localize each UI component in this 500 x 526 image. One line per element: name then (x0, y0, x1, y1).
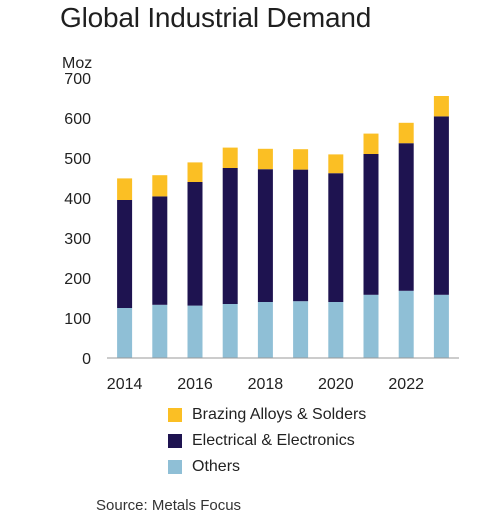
y-axis-label: Moz (62, 55, 92, 72)
source-note: Source: Metals Focus (96, 497, 242, 514)
legend-item: Brazing Alloys & Solders (168, 402, 366, 428)
x-tick-label: 2020 (318, 376, 354, 393)
bar-segment-others-2018 (257, 302, 273, 358)
legend-swatch (168, 434, 182, 448)
legend: Brazing Alloys & Solders Electrical & Ele… (168, 402, 366, 480)
bar-segment-brazing-alloys-solders-2015 (152, 175, 168, 197)
legend-swatch (168, 460, 182, 474)
y-tick-label: 200 (64, 271, 91, 288)
bar-segment-brazing-alloys-solders-2021 (363, 133, 379, 154)
bar-segment-brazing-alloys-solders-2019 (293, 149, 309, 170)
y-tick-label: 600 (64, 111, 91, 128)
bar-segment-others-2016 (187, 305, 203, 358)
bar-segment-brazing-alloys-solders-2020 (328, 154, 344, 174)
bar-segment-brazing-alloys-solders-2018 (257, 148, 273, 170)
bar-segment-others-2017 (222, 304, 238, 358)
chart-title: Global Industrial Demand (60, 2, 372, 33)
bar-segment-others-2014 (117, 308, 133, 358)
bar-segment-others-2015 (152, 304, 168, 358)
bar-segment-brazing-alloys-solders-2016 (187, 162, 203, 182)
legend-item: Electrical & Electronics (168, 428, 366, 454)
y-tick-label: 700 (64, 71, 91, 88)
bar-segment-others-2020 (328, 302, 344, 358)
legend-item: Others (168, 454, 366, 480)
legend-label: Others (192, 458, 241, 475)
y-tick-label: 500 (64, 151, 91, 168)
bar-segment-electrical-electronics-2021 (363, 154, 379, 295)
bar-segment-electrical-electronics-2019 (293, 169, 309, 302)
y-tick-label: 100 (64, 311, 91, 328)
y-tick-label: 300 (64, 231, 91, 248)
x-tick-label: 2016 (177, 376, 213, 393)
bar-segment-others-2022 (398, 290, 414, 358)
stacked-bar-chart: Moz 0 100 200 300 400 500 600 700 2014 2016 2018 2… (62, 55, 459, 393)
legend-swatch (168, 408, 182, 422)
bar-segment-brazing-alloys-solders-2023 (433, 96, 449, 117)
bar-segment-brazing-alloys-solders-2022 (398, 122, 414, 144)
x-tick-label: 2018 (248, 376, 284, 393)
bar-segment-electrical-electronics-2020 (328, 173, 344, 302)
legend-label: Brazing Alloys & Solders (192, 406, 367, 423)
y-tick-label: 0 (82, 351, 91, 368)
bar-segment-brazing-alloys-solders-2017 (222, 147, 238, 168)
bar-segment-others-2019 (293, 301, 309, 358)
bar-segment-electrical-electronics-2022 (398, 143, 414, 291)
bar-segment-electrical-electronics-2016 (187, 182, 203, 306)
legend-label: Electrical & Electronics (192, 432, 355, 449)
x-tick-label: 2014 (107, 376, 143, 393)
bar-segment-electrical-electronics-2023 (433, 116, 449, 295)
bar-segment-others-2023 (433, 294, 449, 358)
bar-segment-electrical-electronics-2017 (222, 168, 238, 304)
y-tick-label: 400 (64, 191, 91, 208)
bar-segment-electrical-electronics-2014 (117, 200, 133, 308)
bar-segment-others-2021 (363, 294, 379, 358)
x-tick-label: 2022 (388, 376, 424, 393)
bar-segment-brazing-alloys-solders-2014 (117, 178, 133, 200)
bar-segment-electrical-electronics-2018 (257, 169, 273, 302)
bar-segment-electrical-electronics-2015 (152, 196, 168, 305)
